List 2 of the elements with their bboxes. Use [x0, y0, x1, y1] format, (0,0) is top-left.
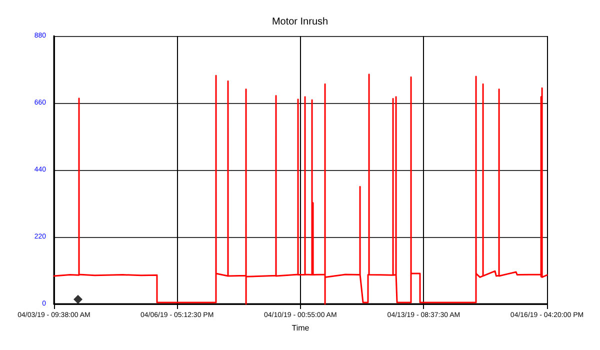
- chart-title: Motor Inrush: [272, 16, 328, 28]
- x-axis-title: Time: [292, 324, 310, 332]
